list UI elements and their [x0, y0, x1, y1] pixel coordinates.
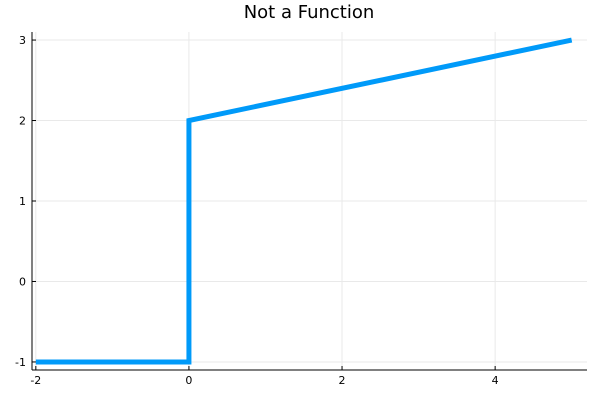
grid — [32, 32, 587, 370]
tick-labels: -2 0 2 4 -1 0 1 2 3 — [15, 34, 499, 387]
series-group — [35, 37, 573, 365]
x-tick-label: -2 — [30, 374, 41, 387]
y-tick-label: 1 — [19, 195, 26, 208]
x-tick-label: 2 — [339, 374, 346, 387]
x-tick-label: 4 — [492, 374, 499, 387]
y-tick-label: 2 — [19, 115, 26, 128]
y-tick-label: 0 — [19, 275, 26, 288]
y-tick-label: -1 — [15, 356, 26, 369]
series-line — [35, 37, 573, 365]
y-tick-label: 3 — [19, 34, 26, 47]
axes — [31, 32, 587, 371]
x-tick-label: 0 — [185, 374, 192, 387]
chart-title: Not a Function — [244, 2, 375, 23]
